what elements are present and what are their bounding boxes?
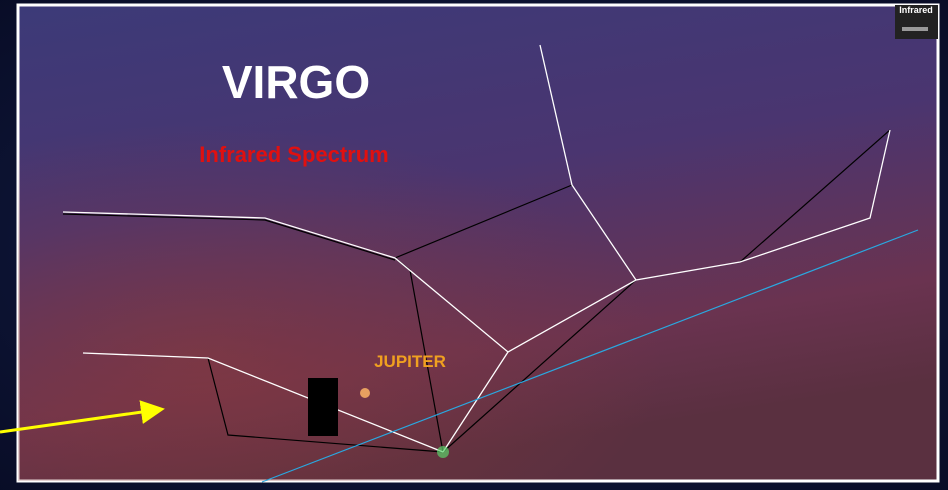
planet-label: JUPITER: [374, 352, 446, 371]
badge-slider: [902, 27, 928, 31]
star-glow: [437, 446, 449, 458]
page: VIRGO Infrared Spectrum JUPITER Infrared…: [0, 0, 948, 490]
mask: [308, 378, 338, 436]
title: VIRGO: [222, 56, 370, 108]
slide: VIRGO Infrared Spectrum JUPITER Infrared: [0, 0, 948, 490]
sky-glow: [18, 5, 938, 481]
jupiter: [360, 388, 370, 398]
subtitle: Infrared Spectrum: [199, 142, 389, 167]
badge: Infrared: [899, 5, 933, 15]
